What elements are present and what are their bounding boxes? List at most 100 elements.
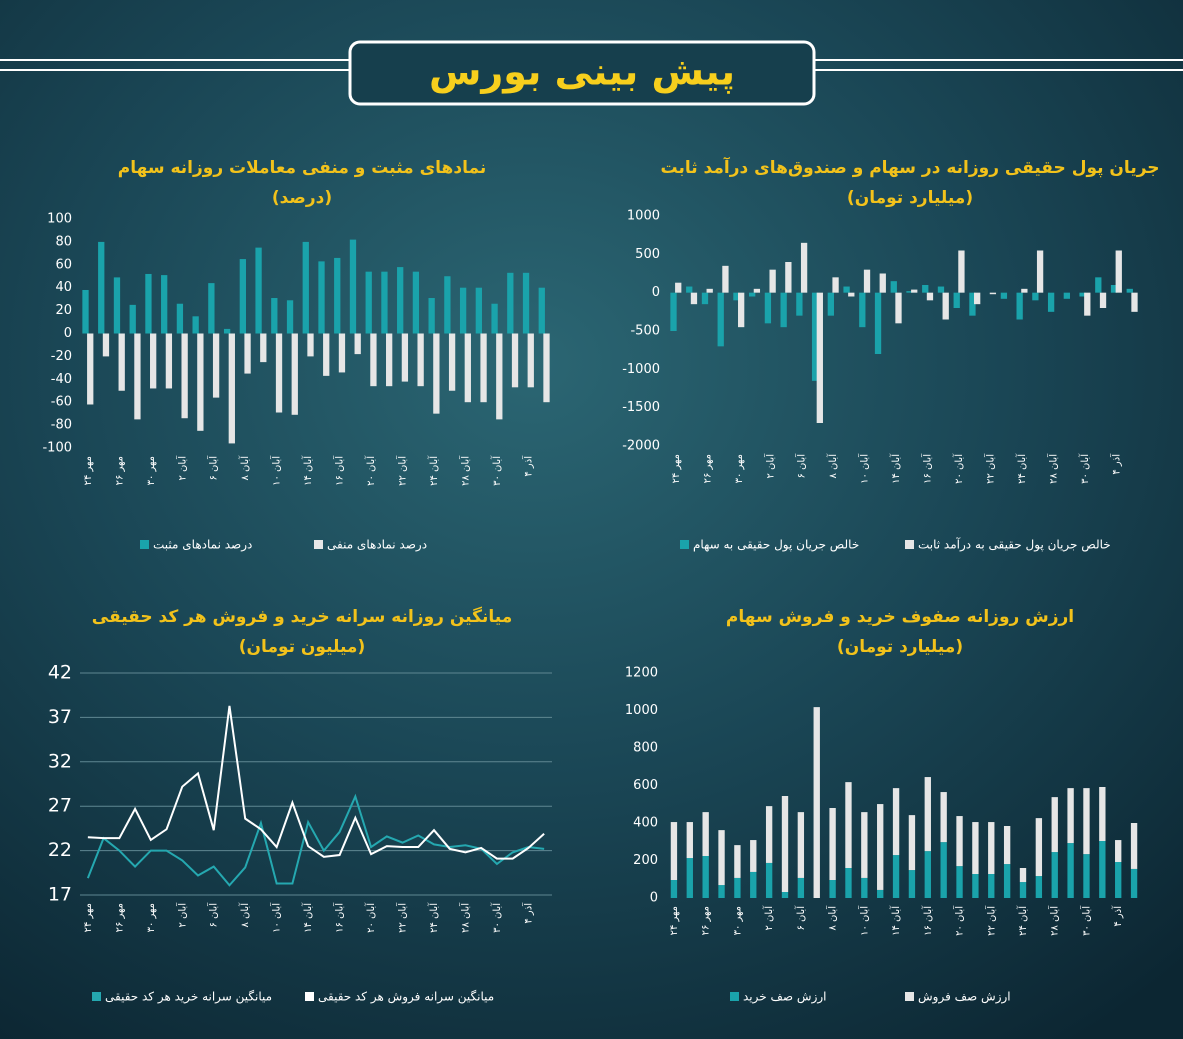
x-tick-label: ۴ آذر bbox=[1109, 453, 1122, 475]
bar bbox=[271, 298, 278, 334]
y-tick-label: -40 bbox=[51, 372, 72, 387]
bar bbox=[511, 333, 519, 388]
bar bbox=[522, 272, 530, 334]
bar bbox=[670, 292, 677, 331]
bar-segment bbox=[1067, 843, 1074, 898]
bar bbox=[874, 292, 882, 354]
x-tick-label: ۳۰ آبان bbox=[490, 902, 503, 933]
bar bbox=[307, 333, 314, 357]
bar bbox=[527, 333, 534, 388]
bar bbox=[749, 292, 756, 297]
bar bbox=[448, 333, 456, 391]
x-tick-label: ۳۰ آبان bbox=[490, 455, 503, 486]
x-tick-label: ۲۸ آبان bbox=[458, 455, 471, 486]
x-tick-label: ۲۰ آبان bbox=[364, 455, 377, 486]
bar bbox=[475, 287, 482, 334]
x-tick-label: ۲۰ آبان bbox=[953, 905, 966, 936]
legend-swatch bbox=[140, 540, 149, 549]
bar bbox=[811, 292, 819, 381]
bar bbox=[228, 333, 235, 444]
bar-segment bbox=[1051, 852, 1058, 898]
bar-segment bbox=[972, 822, 979, 874]
bar bbox=[738, 292, 745, 328]
bar-segment bbox=[861, 877, 868, 898]
y-tick-label: 1000 bbox=[627, 209, 660, 224]
bar bbox=[926, 292, 934, 301]
bar bbox=[1115, 250, 1122, 293]
y-tick-label: 17 bbox=[48, 884, 72, 906]
bar bbox=[507, 272, 514, 334]
y-tick-label: 32 bbox=[48, 750, 72, 772]
chart-title: میانگین روزانه سرانه خرید و فروش هر کد ح… bbox=[92, 606, 512, 627]
bar-segment bbox=[797, 877, 805, 898]
x-tick-label: ۱۰ آبان bbox=[270, 455, 283, 486]
x-tick-label: ۱۴ آبان bbox=[301, 902, 314, 933]
bar-segment bbox=[1130, 823, 1138, 869]
bar bbox=[239, 259, 246, 334]
x-tick-label: ۸ آبان bbox=[826, 905, 839, 931]
bar bbox=[543, 333, 550, 403]
bar bbox=[843, 286, 850, 293]
bar-segment bbox=[908, 815, 916, 871]
bar bbox=[722, 265, 729, 293]
x-tick-label: ۶ آبان bbox=[795, 453, 808, 479]
legend-label: خالص جریان پول حقیقی به سهام bbox=[693, 538, 859, 553]
y-tick-label: 100 bbox=[47, 212, 72, 227]
bar bbox=[302, 241, 309, 334]
bar-segment bbox=[940, 792, 947, 843]
x-tick-label: ۳۰ آبان bbox=[1079, 905, 1092, 936]
bar-segment bbox=[829, 880, 836, 898]
bar-segment bbox=[861, 812, 868, 878]
bar bbox=[1021, 288, 1028, 293]
y-tick-label: -60 bbox=[51, 395, 72, 410]
x-tick-label: ۱۶ آبان bbox=[921, 453, 934, 484]
bar bbox=[1036, 250, 1044, 293]
bar-segment bbox=[1083, 854, 1090, 898]
bar bbox=[113, 277, 121, 334]
bar bbox=[118, 333, 125, 391]
bar bbox=[1095, 277, 1102, 293]
x-tick-label: ۲۴ آبان bbox=[1016, 905, 1029, 936]
bar bbox=[1079, 292, 1086, 297]
line-series bbox=[86, 793, 545, 887]
x-tick-label: ۲۲ آبان bbox=[396, 902, 409, 933]
bar-segment bbox=[1099, 787, 1106, 841]
x-tick-label: ۶ آبان bbox=[207, 455, 220, 481]
x-tick-label: ۴ آذر bbox=[1111, 905, 1124, 927]
bar bbox=[161, 275, 168, 334]
x-tick-label: ۲۶ مهر bbox=[114, 456, 125, 485]
x-tick-label: ۲۶ مهر bbox=[114, 903, 125, 932]
bar-segment bbox=[988, 822, 995, 874]
bar bbox=[212, 333, 220, 398]
bar-segment bbox=[781, 796, 789, 892]
legend-label: ارزش صف خرید bbox=[743, 990, 827, 1005]
bar-segment bbox=[1003, 864, 1011, 898]
bar bbox=[1126, 288, 1133, 293]
x-tick-label: ۲۲ آبان bbox=[984, 453, 997, 484]
bar-segment bbox=[972, 874, 979, 898]
bar bbox=[444, 276, 451, 334]
bar bbox=[354, 333, 361, 355]
bar bbox=[974, 292, 981, 305]
chart-title: ارزش روزانه صفوف خرید و فروش سهام bbox=[726, 607, 1074, 627]
legend-swatch bbox=[905, 992, 914, 1001]
bar bbox=[701, 292, 709, 305]
bar bbox=[129, 304, 136, 334]
bar bbox=[181, 333, 188, 419]
chart-subtitle: (درصد) bbox=[272, 188, 332, 208]
x-tick-label: ۲۶ مهر bbox=[701, 906, 712, 935]
bar-segment bbox=[1035, 876, 1043, 898]
bar bbox=[764, 292, 772, 324]
bar-segment bbox=[877, 889, 884, 898]
bar bbox=[192, 316, 199, 334]
y-tick-label: 0 bbox=[64, 326, 72, 341]
y-tick-label: 200 bbox=[633, 853, 658, 868]
x-tick-label: ۱۰ آبان bbox=[858, 453, 871, 484]
bar bbox=[827, 292, 834, 316]
legend-swatch bbox=[680, 540, 689, 549]
y-tick-label: 0 bbox=[650, 891, 658, 906]
bar-segment bbox=[765, 806, 773, 863]
x-tick-label: ۱۴ آبان bbox=[301, 455, 314, 486]
